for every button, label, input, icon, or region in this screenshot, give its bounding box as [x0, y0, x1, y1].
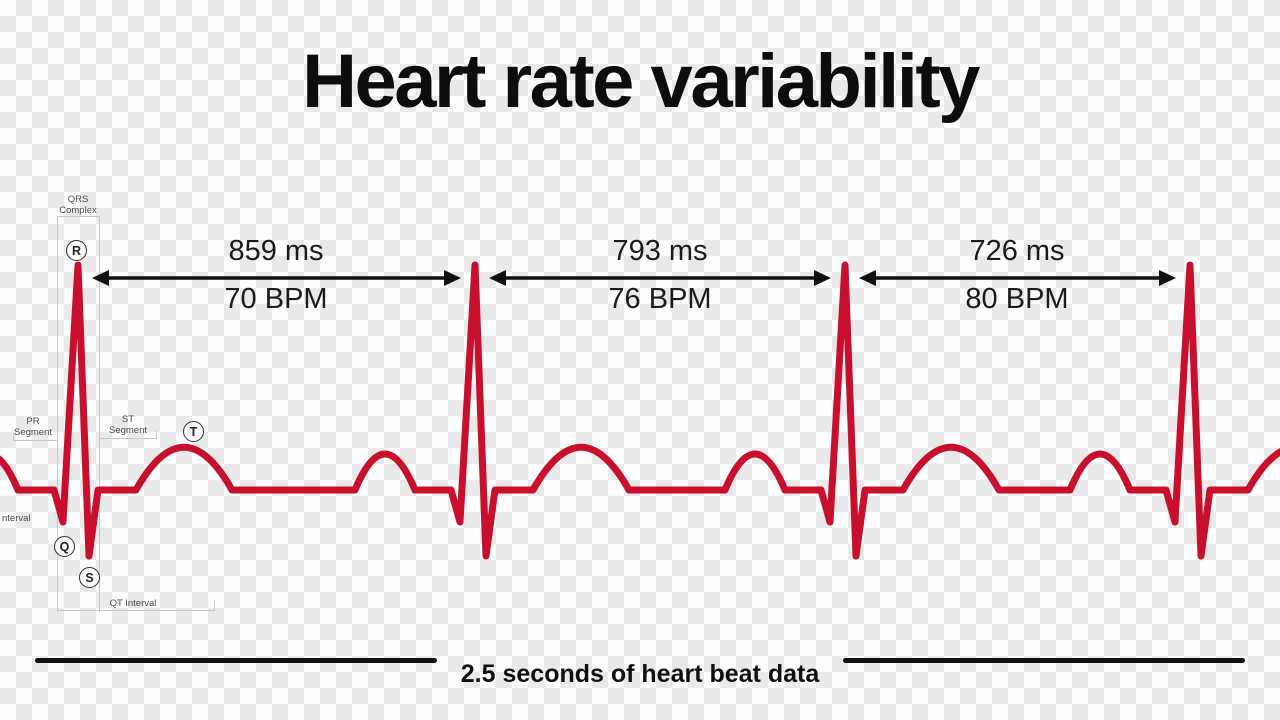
caption-line-right: [843, 658, 1246, 663]
rr-interval-annotation-2: 793 ms 76 BPM: [608, 236, 711, 314]
rr-interval-arrows: [92, 270, 1176, 286]
pr-segment-bracket: [13, 440, 57, 441]
q-wave-marker: Q: [54, 536, 75, 557]
qt-interval-line: [57, 610, 215, 611]
arrow-head-right: [444, 270, 461, 286]
r-wave-marker: R: [66, 240, 87, 261]
interval-ms-label: 859 ms: [228, 235, 324, 267]
pr-segment-label: PR Segment: [13, 416, 53, 438]
duration-caption-row: 2.5 seconds of heart beat data: [35, 648, 1246, 689]
arrow-head-left: [489, 270, 506, 286]
st-segment-bracket: [99, 438, 157, 439]
interval-ms-label: 793 ms: [612, 235, 708, 267]
qrs-top-guide-line: [57, 216, 100, 217]
st-segment-tick: [156, 431, 157, 439]
arrow-head-right: [814, 270, 831, 286]
ecg-trace: [0, 261, 1280, 560]
caption-line-left: [35, 658, 437, 663]
interval-bpm-label: 70 BPM: [224, 283, 328, 315]
qrs-left-guide-line: [57, 216, 58, 612]
s-wave-marker: S: [79, 567, 100, 588]
qt-interval-end-tick: [214, 600, 215, 611]
interval-bpm-label: 80 BPM: [965, 283, 1069, 315]
duration-caption: 2.5 seconds of heart beat data: [460, 660, 820, 688]
interval-bpm-label: 76 BPM: [608, 283, 712, 315]
st-segment-label: ST Segment: [108, 414, 148, 436]
rr-interval-annotation-3: 726 ms 80 BPM: [965, 236, 1068, 314]
qt-interval-label: QT Interval: [109, 598, 157, 609]
interval-ms-label: 726 ms: [969, 235, 1065, 267]
t-wave-marker: T: [183, 421, 204, 442]
pr-interval-label-cut: nterval: [2, 513, 31, 524]
page-title: Heart rate variability: [302, 39, 980, 124]
arrow-head-left: [859, 270, 876, 286]
rr-interval-annotation-1: 859 ms 70 BPM: [224, 236, 327, 314]
arrow-head-right: [1159, 270, 1176, 286]
qrs-right-guide-line: [99, 216, 100, 612]
pr-segment-tick: [13, 433, 14, 441]
qrs-complex-label: QRS Complex: [59, 194, 97, 216]
arrow-head-left: [92, 270, 109, 286]
